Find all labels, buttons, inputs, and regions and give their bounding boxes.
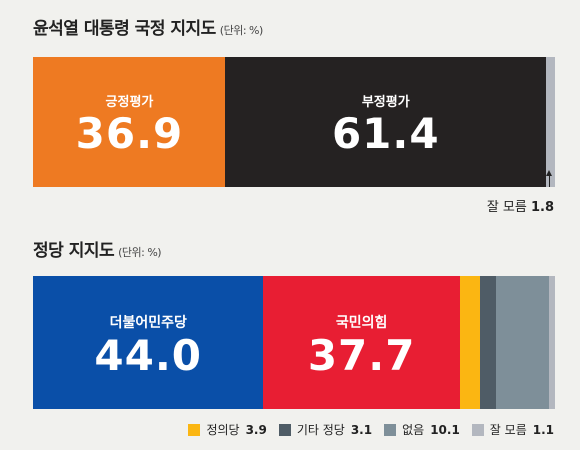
- bar-segment-2-2: 국민의힘 37.7: [262, 276, 461, 409]
- legend-swatch: [384, 423, 397, 436]
- party-unit-label: (단위: %): [118, 246, 162, 259]
- legend-item: 잘 모름 1.1: [471, 421, 554, 438]
- segment-value-label: 36.9: [75, 109, 184, 158]
- approval-stacked-bar: 긍정평가 36.9 부정평가 61.4: [33, 57, 556, 187]
- bar-segment-1-3: [545, 57, 556, 187]
- bar-segment-2-3: [459, 276, 481, 409]
- legend-swatch: [471, 423, 484, 436]
- approval-unknown-value: 1.8: [530, 200, 554, 215]
- legend-value: 3.9: [245, 422, 267, 437]
- unknown-callout-line: [549, 172, 550, 187]
- segment-name-label: 국민의힘: [335, 315, 388, 331]
- party-stacked-bar: 더불어민주당 44.0 국민의힘 37.7: [33, 276, 556, 409]
- legend-item: 기타 정당 3.1: [278, 421, 373, 438]
- bar-segment-1-1: 긍정평가 36.9: [33, 57, 226, 187]
- bar-segment-2-1: 더불어민주당 44.0: [33, 276, 264, 409]
- legend-name: 정의당: [206, 423, 240, 437]
- segment-name-label: 긍정평가: [105, 95, 154, 110]
- legend-name: 기타 정당: [296, 423, 345, 437]
- bar-segment-2-4: [480, 276, 497, 409]
- legend-name: 잘 모름: [489, 423, 527, 437]
- approval-chart-title: 윤석열 대통령 국정 지지도 (단위: %): [33, 14, 263, 39]
- legend-value: 10.1: [430, 422, 460, 437]
- legend-value: 3.1: [350, 422, 373, 437]
- legend-swatch: [278, 423, 291, 436]
- bar-segment-2-6: [549, 276, 556, 409]
- bar-segment-2-5: [496, 276, 550, 409]
- segment-name-label: 부정평가: [361, 95, 410, 110]
- legend-item: 정의당 3.9: [188, 421, 267, 438]
- approval-title-text: 윤석열 대통령 국정 지지도: [33, 19, 216, 39]
- approval-unknown-name: 잘 모름: [486, 200, 527, 215]
- segment-value-label: 61.4: [331, 109, 440, 158]
- bar-segment-1-2: 부정평가 61.4: [225, 57, 547, 187]
- legend-swatch: [188, 423, 201, 436]
- party-chart-title: 정당 지지도 (단위: %): [33, 236, 162, 261]
- unknown-callout-arrow: [546, 170, 552, 176]
- legend-value: 1.1: [532, 422, 554, 437]
- segment-value-label: 37.7: [307, 331, 416, 380]
- approval-unknown-callout: 잘 모름 1.8: [487, 196, 554, 215]
- approval-unit-label: (단위: %): [219, 24, 263, 37]
- party-legend: 정의당 3.9 기타 정당 3.1 없음 10.1 잘 모름 1.1: [188, 421, 554, 438]
- legend-item: 없음 10.1: [384, 421, 460, 438]
- legend-name: 없음: [402, 423, 425, 437]
- segment-name-label: 더불어민주당: [109, 315, 187, 331]
- segment-value-label: 44.0: [94, 331, 203, 380]
- party-title-text: 정당 지지도: [33, 241, 115, 261]
